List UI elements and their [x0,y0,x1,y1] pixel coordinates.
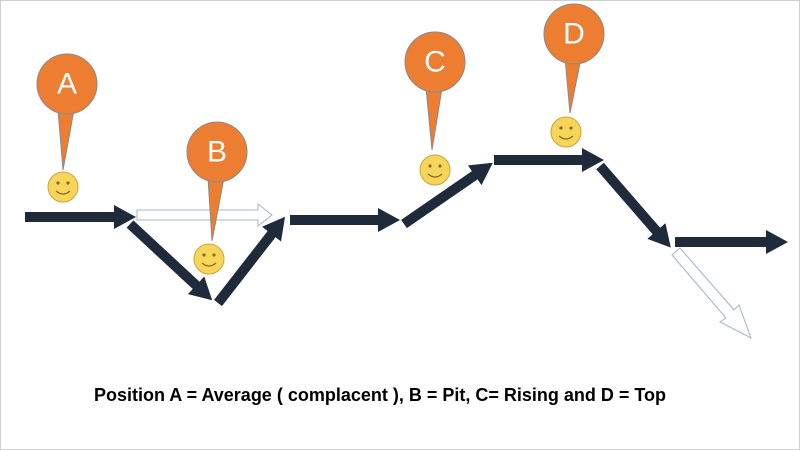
callout-label: D [563,18,585,51]
callout: D [543,3,605,114]
ghost-arrow [671,247,752,340]
smiley [419,154,451,186]
smiley [193,243,225,275]
smiley [550,116,582,148]
smiley [47,171,79,203]
caption: Position A = Average ( complacent ), B =… [94,385,666,405]
arrow [126,220,213,301]
callout-label: A [57,68,77,101]
arrow [401,162,493,229]
callout: C [404,31,466,151]
callout-label: C [424,46,446,79]
arrow [596,162,671,248]
callout: B [186,121,248,242]
arrow [214,216,286,307]
callout-label: B [207,136,227,169]
callout: A [36,53,98,171]
